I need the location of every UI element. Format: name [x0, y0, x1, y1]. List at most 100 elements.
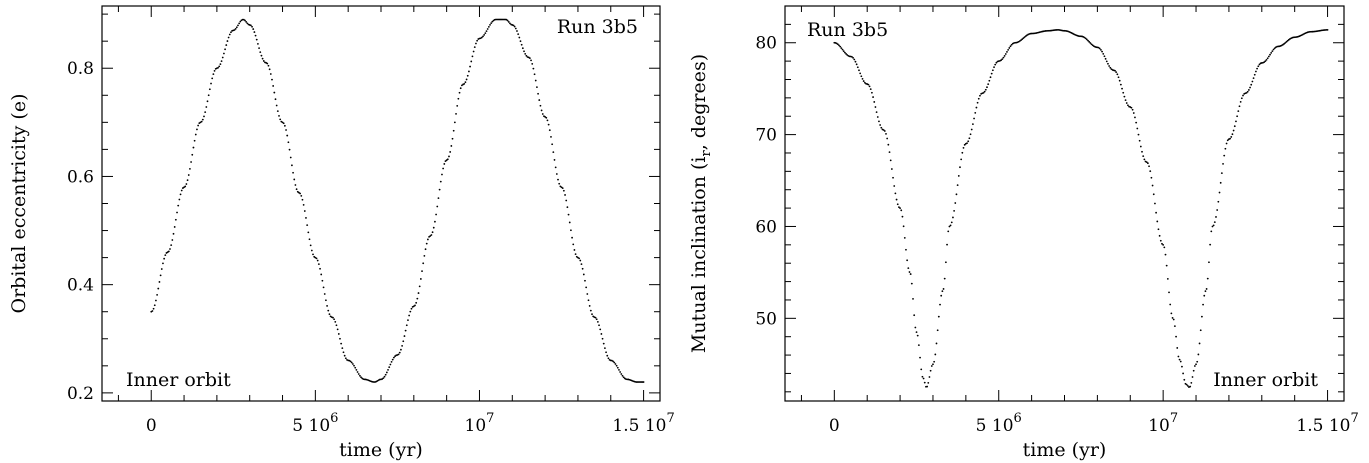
data-point: [233, 29, 236, 31]
data-point: [1224, 147, 1227, 150]
data-point: [963, 143, 966, 146]
data-point: [316, 259, 319, 262]
data-point: [225, 44, 228, 46]
data-point: [952, 216, 954, 219]
data-point: [937, 315, 940, 318]
data-point: [179, 193, 182, 196]
data-point: [173, 226, 176, 228]
data-point: [283, 124, 286, 127]
data-point: [966, 142, 968, 145]
data-point: [601, 337, 604, 340]
data-point: [1155, 211, 1157, 214]
data-point: [920, 368, 923, 371]
data-point: [170, 244, 173, 247]
data-point: [383, 375, 386, 378]
data-point: [1114, 69, 1116, 72]
data-point: [1131, 108, 1134, 111]
data-point: [490, 22, 493, 24]
data-point: [962, 146, 965, 149]
data-point: [878, 120, 880, 123]
data-point: [172, 232, 175, 235]
data-point: [335, 324, 338, 327]
data-point: [1001, 58, 1004, 61]
data-point: [558, 182, 561, 185]
data-point: [1003, 55, 1006, 57]
data-point: [1084, 37, 1087, 40]
orbit-annotation: Inner orbit: [1213, 369, 1318, 391]
data-point: [210, 82, 212, 85]
data-point: [968, 137, 971, 140]
data-point: [1176, 347, 1179, 349]
data-point: [450, 145, 453, 147]
data-point: [206, 100, 209, 103]
data-point: [1164, 253, 1167, 256]
data-point: [612, 360, 615, 363]
data-point: [571, 236, 573, 239]
data-point: [509, 22, 511, 25]
data-point: [350, 361, 353, 364]
data-point: [517, 33, 520, 36]
data-point: [1222, 163, 1224, 165]
data-point: [455, 113, 457, 115]
data-point: [308, 238, 311, 241]
data-point: [441, 173, 443, 176]
data-point: [1237, 110, 1240, 113]
data-point: [620, 373, 623, 375]
data-point: [1179, 360, 1182, 363]
x-tick-label: 1.5 107: [1296, 411, 1358, 436]
data-point: [1217, 200, 1220, 203]
data-point: [586, 293, 589, 295]
data-point: [487, 25, 490, 28]
data-point: [1008, 47, 1011, 49]
data-point: [426, 238, 429, 241]
data-point: [614, 363, 617, 365]
data-point: [552, 151, 555, 154]
data-point: [356, 371, 359, 373]
data-point: [839, 45, 842, 48]
data-point: [1284, 41, 1287, 44]
data-point: [506, 19, 509, 22]
data-point: [292, 171, 294, 174]
data-point: [449, 151, 452, 153]
data-point: [910, 282, 913, 285]
data-point: [160, 268, 163, 270]
data-point: [595, 318, 598, 321]
data-point: [1253, 73, 1256, 76]
data-point: [949, 224, 952, 227]
data-point: [1152, 193, 1155, 196]
data-point: [227, 36, 230, 39]
data-point: [177, 204, 180, 207]
y-tick-label: 0.8: [67, 59, 94, 79]
data-point: [334, 320, 337, 323]
data-point: [275, 104, 278, 107]
data-point: [1196, 360, 1199, 363]
data-point: [1132, 112, 1135, 114]
x-tick-label: 107: [465, 411, 495, 436]
data-point: [278, 114, 280, 117]
data-point: [155, 299, 157, 302]
data-point: [349, 360, 352, 363]
data-point: [1218, 191, 1221, 194]
data-point: [554, 166, 557, 169]
data-point: [457, 97, 460, 100]
data-point: [1145, 161, 1148, 164]
data-point: [507, 21, 510, 23]
data-point: [423, 254, 426, 257]
data-point: [519, 40, 522, 43]
data-point: [902, 225, 905, 228]
data-point: [400, 348, 402, 351]
data-point: [301, 198, 304, 201]
data-point: [451, 137, 454, 140]
data-point: [238, 22, 241, 25]
data-point: [1250, 83, 1253, 86]
data-point: [295, 188, 298, 191]
data-point: [1240, 97, 1243, 100]
data-point: [867, 83, 870, 86]
y-tick-label: 80: [755, 34, 777, 54]
data-point: [223, 52, 225, 55]
data-point: [873, 101, 876, 103]
data-point: [1006, 51, 1008, 53]
data-point: [401, 344, 403, 347]
data-point: [854, 60, 857, 63]
